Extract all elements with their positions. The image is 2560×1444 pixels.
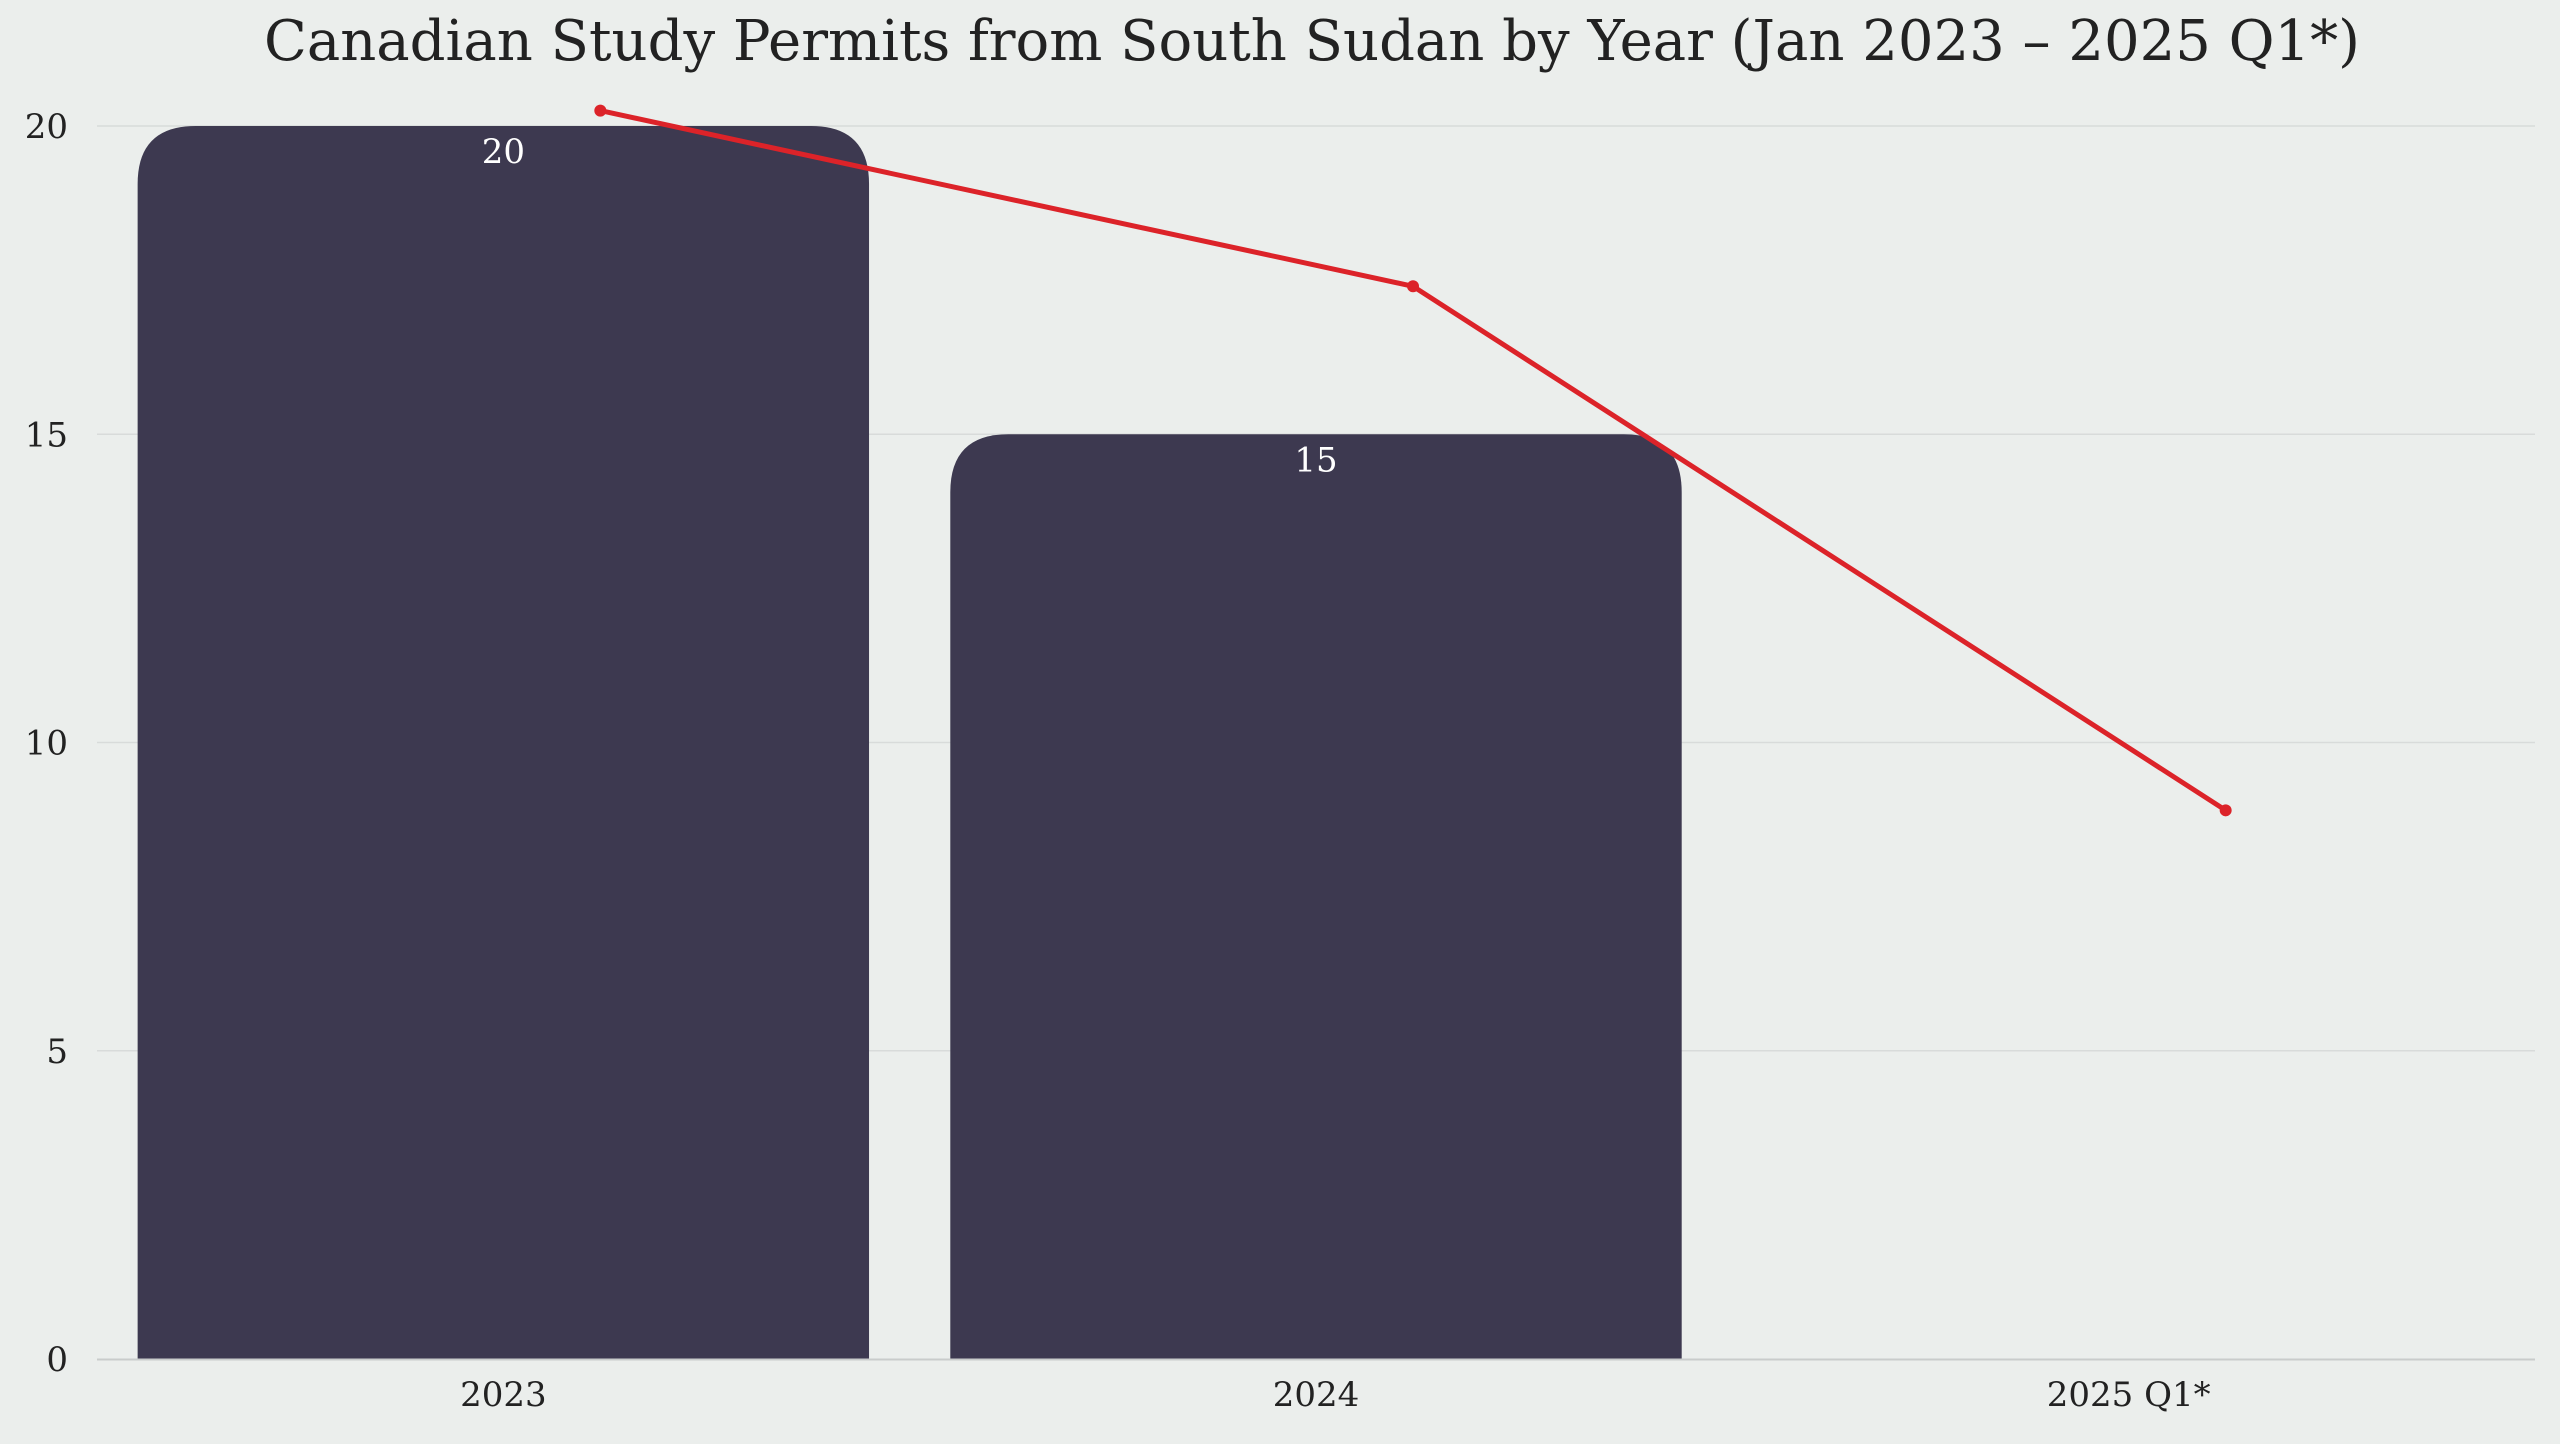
x-tick-label: 2025 Q1*: [2047, 1375, 2211, 1415]
y-tick-label: 10: [25, 724, 68, 764]
bar-value-label: 15: [1294, 440, 1337, 480]
bar-2024: [950, 434, 1682, 1359]
bar-value-label: 20: [482, 132, 525, 172]
x-axis-tick-labels: 2023 2024 2025 Q1*: [460, 1375, 2211, 1415]
trend-line-series: [594, 104, 2232, 817]
trend-line-point: [594, 104, 607, 117]
x-tick-label: 2023: [460, 1375, 547, 1415]
bars: [137, 126, 1682, 1359]
x-tick-label: 2024: [1273, 1375, 1360, 1415]
y-tick-label: 15: [25, 415, 68, 455]
y-tick-label: 20: [25, 107, 68, 147]
bar-2023: [137, 126, 870, 1359]
y-axis-tick-labels: 0 5 10 15 20: [25, 107, 68, 1380]
y-tick-label: 0: [46, 1340, 68, 1380]
chart-title: Canadian Study Permits from South Sudan …: [264, 9, 2360, 74]
y-tick-label: 5: [46, 1032, 68, 1072]
trend-line-point: [1407, 280, 1419, 293]
trend-line-point: [2219, 804, 2232, 817]
